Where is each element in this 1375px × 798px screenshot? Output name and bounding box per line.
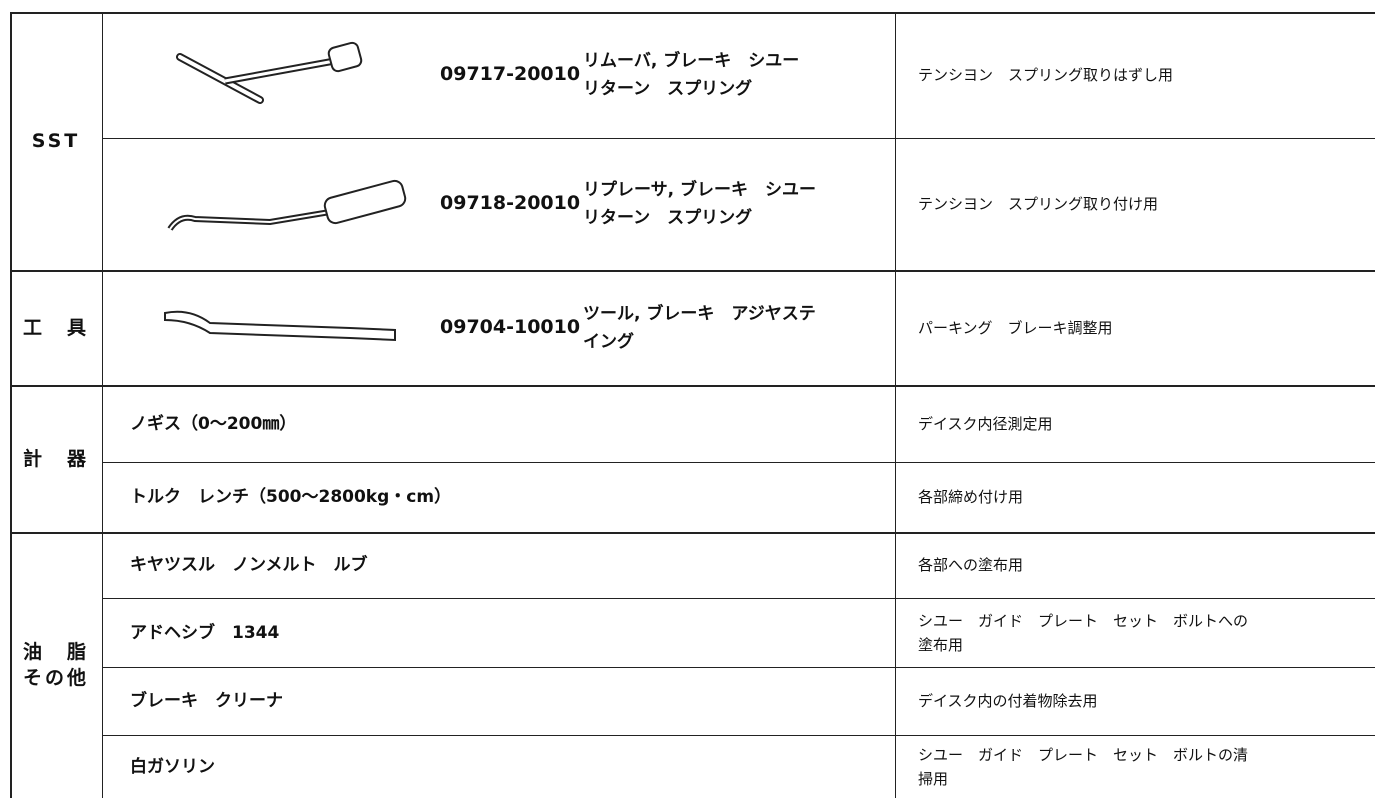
- part-number: 09704-10010: [440, 315, 581, 338]
- rule: [102, 12, 103, 798]
- usage: シユー ガイド プレート セット ボルトへの: [918, 611, 1249, 630]
- group-label: 計 器: [22, 447, 89, 470]
- rule: [102, 462, 1375, 463]
- rule: [10, 270, 1375, 272]
- item-name: 白ガソリン: [130, 756, 215, 777]
- usage: シユー ガイド プレート セット ボルトの清: [918, 745, 1249, 764]
- part-number: 09717-20010: [440, 63, 581, 85]
- usage: デイスク内径測定用: [918, 414, 1053, 433]
- rule: [895, 12, 896, 798]
- group-label: SST: [31, 130, 81, 152]
- tool-name: リターン スプリング: [583, 79, 753, 99]
- item-name: アドヘシブ 1344: [130, 622, 280, 643]
- item-name: キヤツスル ノンメルト ルブ: [130, 555, 368, 575]
- group-label: その他: [22, 667, 89, 689]
- tool-illustration: [164, 310, 396, 341]
- rule: [10, 12, 12, 798]
- usage: 各部への塗布用: [918, 556, 1024, 574]
- group-label: 油 脂: [22, 641, 89, 663]
- rule: [102, 735, 1375, 736]
- tool-name: ツール, ブレーキ アジヤステ: [583, 303, 816, 324]
- usage: テンシヨン スプリング取り付け用: [918, 195, 1159, 213]
- rule: [102, 138, 1375, 139]
- tool-name: リターン スプリング: [583, 208, 753, 228]
- tool-illustration: [176, 41, 363, 104]
- part-number: 09718-20010: [440, 192, 581, 214]
- usage: テンシヨン スプリング取りはずし用: [918, 66, 1174, 84]
- tool-illustration: [167, 179, 407, 231]
- usage: 各部締め付け用: [918, 488, 1024, 506]
- usage: 掃用: [918, 769, 949, 788]
- rule: [10, 532, 1375, 534]
- item-name: ブレーキ クリーナ: [130, 691, 283, 711]
- usage: パーキング ブレーキ調整用: [918, 318, 1113, 337]
- item-name: ノギス（0～200㎜）: [130, 413, 297, 434]
- tool-name: イング: [583, 331, 634, 352]
- tool-name: リムーバ, ブレーキ シユー: [583, 51, 800, 71]
- rule: [10, 385, 1375, 387]
- item-name: トルク レンチ（500～2800kg・cm）: [130, 487, 452, 507]
- rule: [10, 12, 1375, 14]
- usage: 塗布用: [918, 635, 964, 654]
- group-label: 工 具: [22, 316, 89, 339]
- rule: [102, 598, 1375, 599]
- usage: デイスク内の付着物除去用: [918, 692, 1098, 710]
- rule: [102, 667, 1375, 668]
- tool-name: リプレーサ, ブレーキ シユー: [583, 180, 817, 200]
